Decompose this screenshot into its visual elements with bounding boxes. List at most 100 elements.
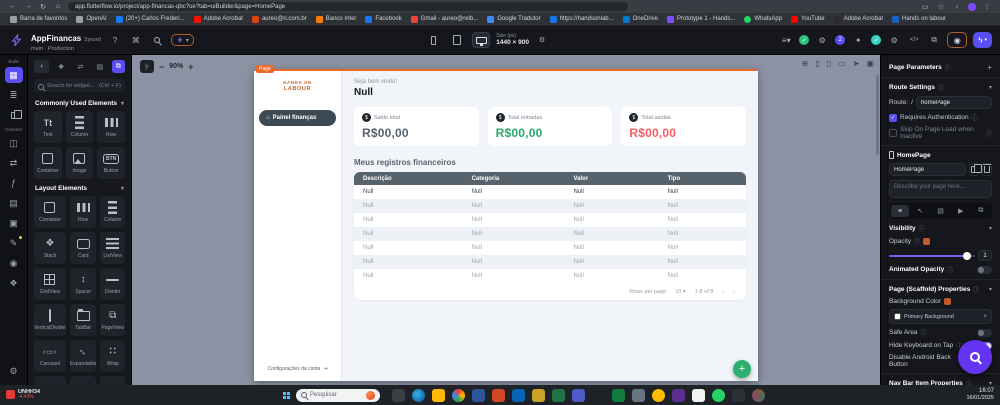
set-from-variable-icon[interactable] — [944, 298, 952, 305]
widget-tile-carousel[interactable]: Carousel — [34, 340, 66, 372]
table-row[interactable]: Null Null Null Null — [363, 189, 678, 195]
preview-icon[interactable]: ◉ — [9, 257, 18, 268]
actions-tab[interactable]: ▶ — [958, 208, 964, 215]
chevron-down-icon[interactable]: ▾ — [988, 381, 992, 385]
widget-tree-icon[interactable]: ≣ — [9, 89, 18, 100]
taskbar-search[interactable]: Pesquisar — [296, 388, 380, 402]
widget-tile-container[interactable]: Container — [34, 147, 62, 179]
bookmark-item[interactable]: (20+) Carlos Frederi... — [115, 15, 185, 23]
edge-icon[interactable] — [412, 388, 425, 402]
widget-search[interactable] — [34, 79, 125, 92]
stat-card-entradas[interactable]: $ Total entradas R$00,00 — [487, 107, 613, 146]
canvas-size-value[interactable]: 1440 × 900 — [496, 39, 529, 47]
prev-page-icon[interactable]: ‹ — [722, 288, 725, 295]
copy-page-button[interactable] — [969, 163, 983, 176]
task-view-icon[interactable] — [392, 388, 405, 402]
sync-check-icon[interactable]: ✓ — [799, 35, 810, 45]
widget-palette-icon[interactable]: ▦ — [4, 67, 23, 83]
bookmark-item[interactable]: Barra de favoritos — [10, 15, 67, 23]
widget-tile-row[interactable]: Row — [69, 196, 97, 228]
bookmark-item[interactable]: Google Tradutor — [487, 15, 541, 23]
layouts-tab-icon[interactable]: ▤ — [96, 63, 104, 71]
address-bar[interactable]: app.flutterflow.io/project/app-financas-… — [68, 2, 628, 11]
table-row[interactable]: Null Null Null Null — [363, 217, 678, 223]
teams-icon[interactable] — [572, 388, 585, 402]
add-record-fab[interactable]: + — [733, 360, 751, 378]
open-panel-icon[interactable]: ⧉ — [111, 60, 126, 73]
widget-tile-column[interactable]: Column — [100, 196, 125, 228]
widget-tile-stack[interactable]: Stack — [34, 232, 66, 264]
table-row[interactable]: Null Null Null Null — [354, 199, 746, 213]
notifications-badge[interactable]: 2 — [835, 35, 846, 45]
widget-tile-container[interactable]: Container — [34, 196, 66, 228]
downloads-icon[interactable]: ↓ — [955, 3, 959, 10]
preview-eye-button[interactable]: ◉ — [947, 32, 968, 48]
widget-tile-button[interactable]: Button — [97, 147, 125, 179]
cast-icon[interactable]: ▭ — [921, 3, 929, 11]
share-icon[interactable]: ⧉ — [931, 35, 938, 44]
outlook-icon[interactable] — [512, 388, 525, 402]
whatsapp-icon[interactable] — [712, 388, 725, 402]
stat-card-saidas[interactable]: $ Total saídas R$00,00 — [621, 107, 747, 146]
cms-icon[interactable]: ▤ — [9, 197, 18, 208]
bookmark-item[interactable]: aureo@ri.com.br — [251, 15, 307, 23]
nav-item-painel-financas[interactable]: ⌂ Painel finanças — [259, 109, 336, 126]
help-icon[interactable]: ? — [112, 35, 118, 45]
sheets-icon[interactable] — [612, 388, 625, 402]
bookmark-item[interactable]: Facebook — [365, 15, 402, 23]
properties-tab[interactable]: ≡ — [891, 205, 910, 217]
table-row[interactable]: Null Null Null Null — [363, 245, 678, 251]
rows-per-page-select[interactable]: 10 ▾ — [675, 288, 686, 295]
widget-tile-listview[interactable]: ListView — [100, 232, 125, 264]
media-assets-icon[interactable]: ▣ — [9, 217, 18, 228]
page-description-input[interactable] — [889, 180, 992, 198]
upload-widget-icon[interactable]: ⇄ — [77, 63, 84, 71]
widgets-tab-icon[interactable]: ❖ — [57, 63, 65, 71]
opacity-value[interactable]: 1 — [978, 250, 992, 261]
file-explorer-icon[interactable] — [432, 388, 445, 402]
frame-mode-icon[interactable]: ▣ — [866, 59, 874, 68]
document-icon[interactable] — [692, 388, 705, 402]
components-icon[interactable] — [5, 107, 23, 123]
next-page-icon[interactable]: › — [733, 288, 735, 295]
word-icon[interactable] — [472, 388, 485, 402]
support-search-fab[interactable] — [958, 340, 992, 374]
widget-tile-image[interactable]: Image — [65, 147, 94, 179]
bookmark-item[interactable]: Banco Inter — [315, 15, 356, 23]
notepad-icon[interactable] — [532, 388, 545, 402]
size-settings-icon[interactable]: ⚙ — [538, 37, 546, 44]
cursor-tab[interactable]: ↖ — [917, 208, 924, 215]
api-calls-icon[interactable]: ⇄ — [9, 157, 18, 168]
app-preview[interactable]: Page HANDS ON LABOUR ⌂ Painel finanças C… — [254, 65, 758, 381]
widget-tile[interactable] — [34, 376, 66, 385]
widget-tile[interactable] — [100, 376, 125, 385]
widget-tile-spacer[interactable]: Spacer — [69, 268, 97, 300]
profile-avatar[interactable] — [968, 2, 976, 11]
canvas-scrollbar[interactable] — [876, 75, 879, 155]
skip-on-load-checkbox[interactable] — [889, 129, 897, 137]
custom-functions-icon[interactable]: ƒ — [10, 178, 16, 188]
center-canvas-icon[interactable]: ⊕ — [801, 59, 809, 68]
reload-icon[interactable]: ↻ — [40, 3, 46, 11]
run-tests-icon[interactable]: ✦ — [854, 35, 862, 45]
clear-color-icon[interactable]: × — [983, 313, 987, 320]
build-check-icon[interactable]: ✓ — [871, 35, 882, 45]
snipping-tool-icon[interactable] — [732, 388, 745, 402]
project-info[interactable]: AppFinancas Synced main · Production — [31, 34, 101, 52]
widget-search-input[interactable] — [47, 82, 121, 89]
widget-tile-text[interactable]: Text — [34, 111, 62, 143]
bookmark-item[interactable]: Hands on labour — [892, 15, 946, 23]
bookmark-item[interactable]: Prototype 1 - Hands... — [666, 15, 735, 23]
home-icon[interactable]: ⌂ — [55, 3, 61, 10]
safe-area-toggle[interactable] — [977, 328, 992, 337]
section-header-common[interactable]: Commonly Used Elements ▾ — [35, 100, 124, 107]
google-icon[interactable] — [652, 388, 665, 402]
widget-tile-column[interactable]: Column — [65, 111, 94, 143]
tablet-frame-icon[interactable]: ▯ — [826, 59, 832, 68]
photos-icon[interactable] — [672, 388, 685, 402]
section-header-layout[interactable]: Layout Elements ▾ — [35, 185, 124, 192]
agent-dropdown[interactable]: ▾ — [170, 34, 194, 46]
bookmark-item[interactable]: Adobe Acrobat — [833, 15, 883, 23]
powerpoint-icon[interactable] — [492, 388, 505, 402]
widget-tile-tabbar[interactable]: TabBar — [69, 304, 97, 336]
